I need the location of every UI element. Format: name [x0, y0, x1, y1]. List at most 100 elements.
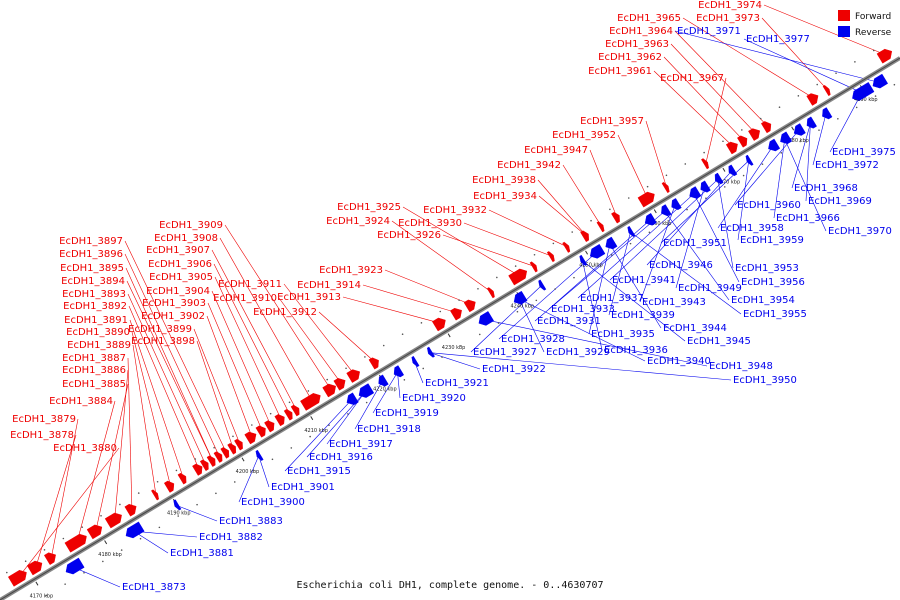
forward-leader-line: [206, 315, 253, 437]
reverse-leader-line: [737, 160, 750, 241]
reverse-gene: [793, 123, 806, 136]
forward-leader-line: [617, 134, 648, 199]
minor-tick: [778, 106, 781, 109]
forward-gene: [508, 268, 528, 286]
reverse-gene-label: EcDH1_3916: [309, 452, 373, 463]
forward-gene: [244, 431, 257, 445]
reverse-gene-label: EcDH1_3939: [611, 310, 675, 321]
forward-leader-line: [129, 319, 184, 479]
forward-gene-label: EcDH1_3906: [148, 259, 212, 270]
tick-mark: [722, 167, 726, 172]
forward-gene: [760, 121, 772, 134]
forward-gene-label: EcDH1_3938: [472, 175, 536, 186]
minor-tick: [496, 276, 498, 279]
forward-gene: [274, 414, 285, 427]
forward-leader-line: [488, 209, 568, 248]
forward-gene: [199, 459, 209, 472]
reverse-gene-label: EcDH1_3969: [808, 196, 872, 207]
minor-tick: [271, 458, 274, 461]
minor-tick: [648, 231, 651, 234]
forward-gene: [432, 317, 446, 332]
reverse-gene-label: EcDH1_3945: [687, 336, 751, 347]
minor-tick: [514, 265, 517, 267]
forward-gene-label: EcDH1_3908: [154, 233, 218, 244]
minor-tick: [120, 549, 123, 551]
reverse-gene: [745, 154, 754, 166]
forward-leader-line: [674, 30, 768, 127]
forward-leader-line: [124, 240, 227, 453]
reverse-gene-label: EcDH1_3918: [357, 424, 421, 435]
forward-gene-label: EcDH1_3884: [49, 396, 113, 407]
minor-tick: [403, 379, 406, 381]
tick-mark: [653, 209, 657, 214]
minor-tick: [382, 344, 385, 347]
forward-gene: [368, 357, 379, 370]
tick-mark: [104, 540, 108, 545]
minor-tick: [855, 106, 858, 109]
minor-tick: [646, 185, 649, 188]
reverse-gene-label: EcDH1_3950: [733, 375, 797, 386]
reverse-gene: [427, 346, 435, 358]
reverse-leader-line: [784, 138, 827, 232]
forward-gene-label: EcDH1_3962: [598, 52, 662, 63]
forward-gene: [637, 191, 655, 208]
forward-gene-label: EcDH1_3913: [277, 292, 341, 303]
forward-gene-label: EcDH1_3973: [696, 13, 760, 24]
minor-tick: [571, 231, 574, 233]
minor-tick: [609, 208, 611, 211]
reverse-leader-line: [693, 193, 740, 283]
minor-tick: [365, 401, 368, 404]
tick-label: 4210 kbp: [304, 428, 328, 434]
reverse-leader-line: [674, 30, 880, 83]
forward-leader-line: [126, 280, 213, 461]
forward-gene: [290, 404, 300, 417]
reverse-gene-label: EcDH1_3948: [709, 361, 773, 372]
reverse-leader-line: [582, 260, 686, 342]
tick-label: 4190 kbp: [167, 511, 191, 517]
minor-tick: [686, 208, 688, 211]
reverse-gene: [714, 172, 724, 185]
reverse-leader-line: [519, 298, 646, 362]
reverse-gene: [780, 131, 793, 145]
reverse-leader-line: [646, 170, 732, 266]
minor-tick: [194, 458, 197, 460]
map-caption: Escherichia coli DH1, complete genome. -…: [296, 580, 603, 591]
reverse-gene: [661, 204, 672, 217]
forward-gene-label: EcDH1_3903: [142, 298, 206, 309]
forward-gene: [7, 570, 27, 587]
minor-tick: [516, 310, 519, 313]
forward-gene: [220, 447, 230, 459]
forward-gene-label: EcDH1_3909: [159, 220, 223, 231]
reverse-leader-line: [630, 231, 742, 315]
forward-leader-line: [278, 297, 342, 384]
minor-tick: [233, 481, 236, 483]
reverse-gene-label: EcDH1_3959: [740, 235, 804, 246]
reverse-gene-label: EcDH1_3920: [402, 393, 466, 404]
reverse-gene-label: EcDH1_3968: [794, 183, 858, 194]
minor-tick: [590, 219, 592, 222]
reverse-gene-label: EcDH1_3936: [604, 345, 668, 356]
forward-gene-label: EcDH1_3964: [609, 26, 673, 37]
forward-leader-line: [761, 17, 828, 91]
minor-tick: [872, 49, 875, 52]
forward-gene-label: EcDH1_3967: [660, 73, 724, 84]
leader-lines: [18, 4, 886, 588]
minor-tick: [629, 242, 632, 245]
minor-tick: [874, 95, 877, 97]
forward-gene-label: EcDH1_3891: [64, 315, 128, 326]
reverse-leader-line: [773, 139, 786, 219]
forward-gene: [486, 287, 495, 299]
tick-label: 4170 kbp: [30, 593, 54, 599]
forward-gene-label: EcDH1_3899: [128, 324, 192, 335]
minor-tick: [384, 390, 387, 392]
forward-gene: [748, 128, 761, 141]
forward-gene: [322, 383, 336, 398]
reverse-gene-label: EcDH1_3966: [776, 213, 840, 224]
forward-leader-line: [35, 434, 77, 567]
forward-gene: [529, 261, 538, 273]
minor-tick: [43, 549, 46, 551]
legend-reverse-label: Reverse: [855, 28, 892, 38]
forward-gene-label: EcDH1_3974: [698, 0, 762, 11]
forward-gene-label: EcDH1_3912: [253, 307, 317, 318]
